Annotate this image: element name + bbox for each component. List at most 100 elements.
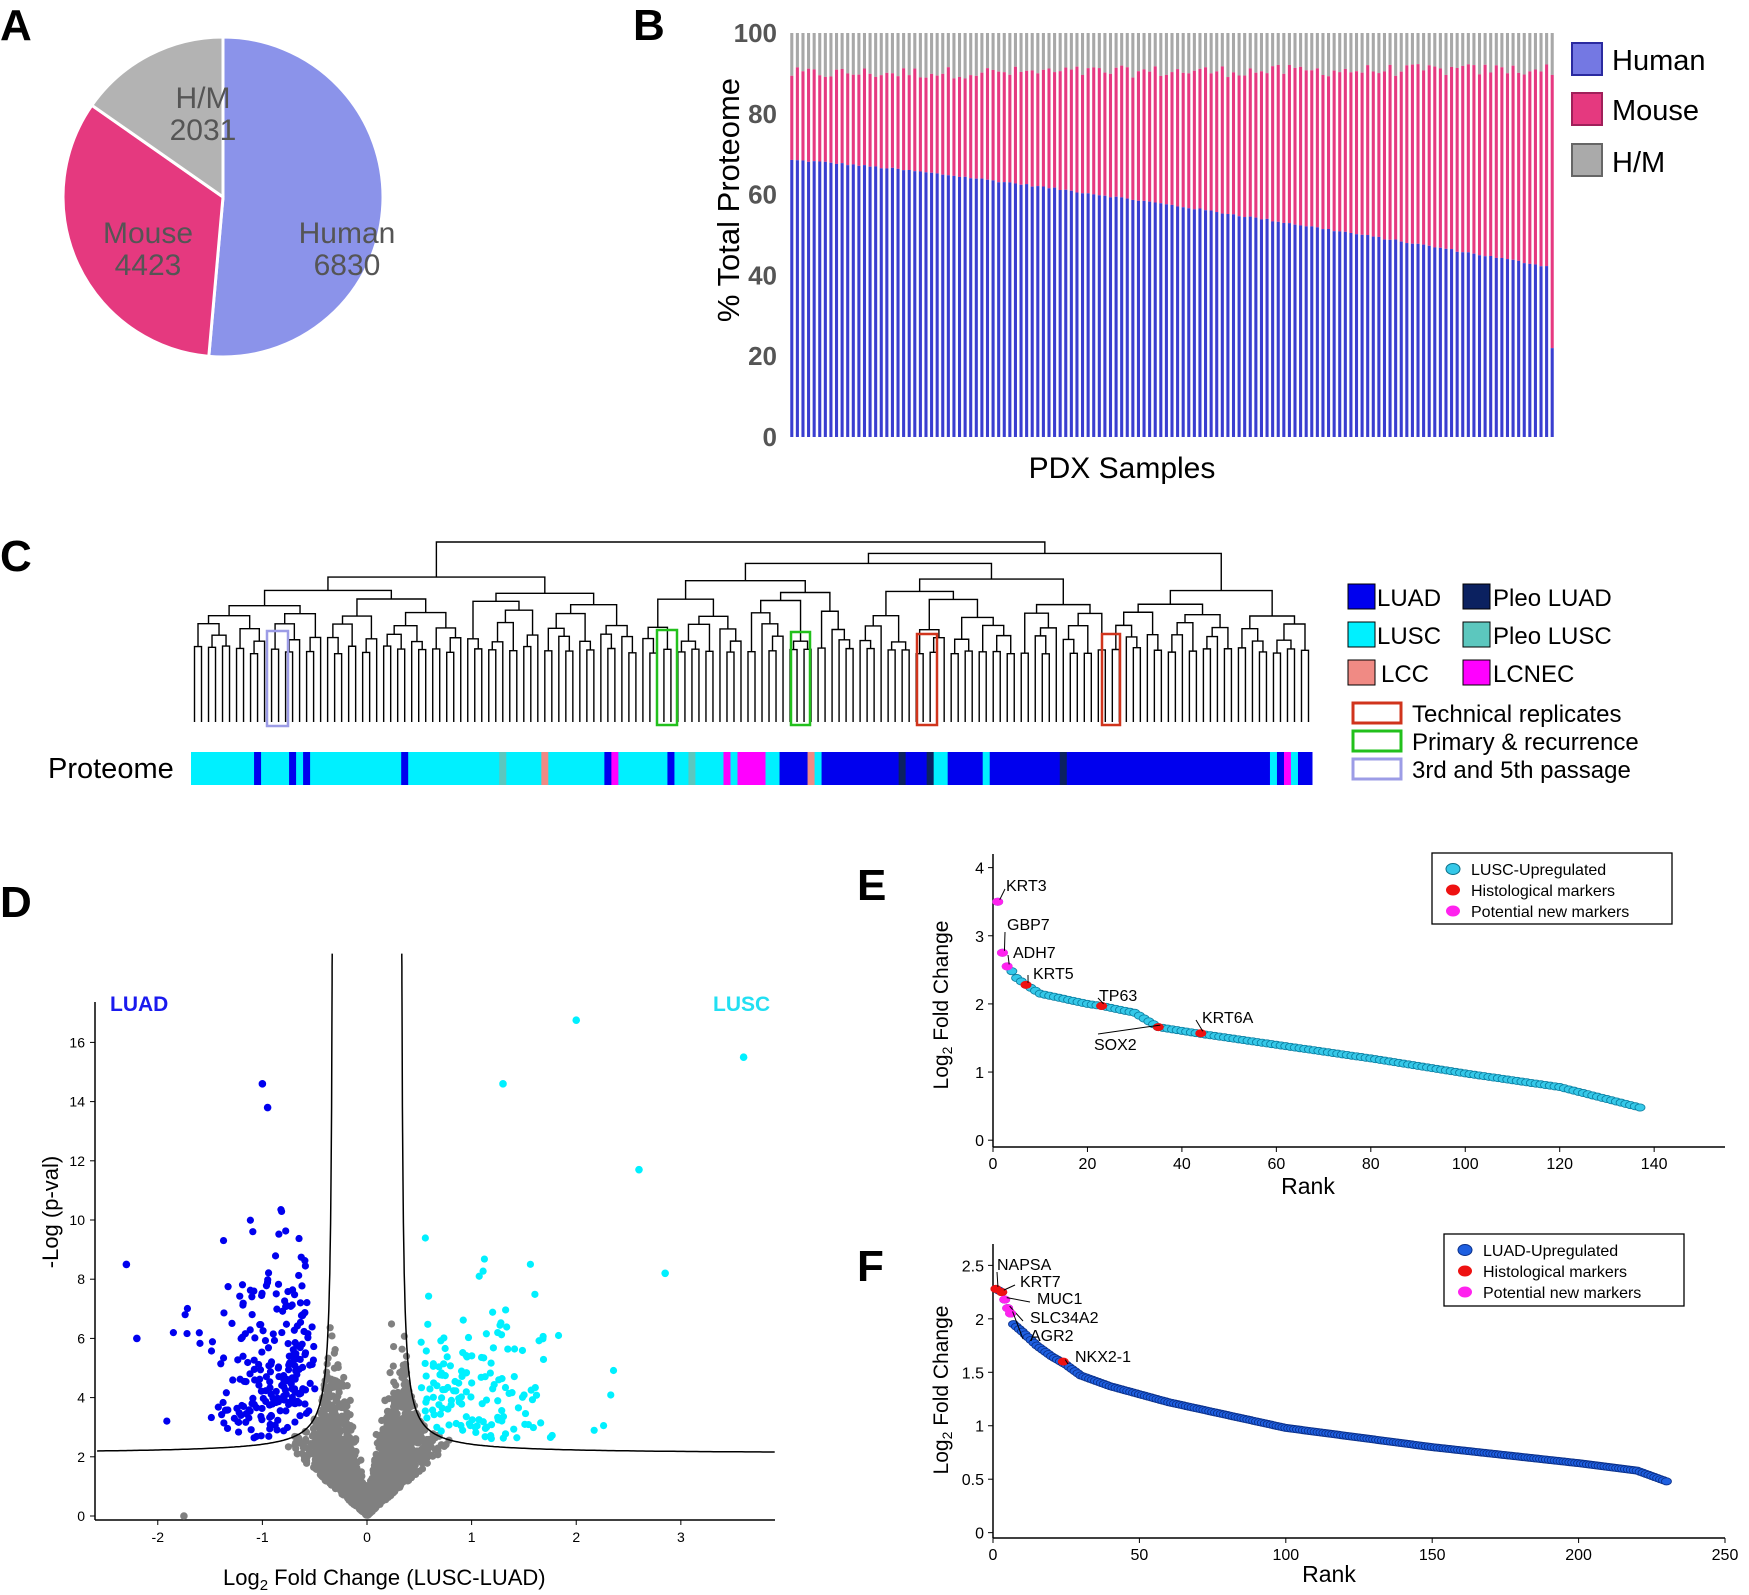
dendrogram-branch <box>547 627 565 651</box>
marker-leader-line <box>1064 1359 1069 1365</box>
bar-hm <box>1103 33 1107 73</box>
dendrogram-branch <box>472 600 520 639</box>
dendrogram-branch <box>1184 613 1221 628</box>
volcano-point-lusc <box>458 1372 466 1381</box>
bar-hm <box>862 33 867 69</box>
volcano-point-luad <box>267 1360 275 1368</box>
volcano-point-luad <box>259 1327 267 1335</box>
x-tick-label: 100 <box>1452 1156 1479 1173</box>
dendrogram-branch <box>932 637 945 722</box>
bar-mouse <box>807 68 811 162</box>
bar-hm <box>1410 33 1414 65</box>
x-tick-label: 250 <box>1712 1547 1739 1564</box>
volcano-point-ns <box>334 1452 342 1460</box>
bar-human <box>834 163 839 437</box>
bar-human <box>1108 197 1113 437</box>
volcano-point-lusc <box>462 1388 470 1396</box>
volcano-point-lusc <box>531 1383 539 1392</box>
f-legend-swatch-hist <box>1458 1265 1472 1277</box>
bar-human <box>1349 233 1353 437</box>
volcano-point-lusc <box>487 1359 495 1367</box>
volcano-point-lusc <box>437 1369 446 1377</box>
marker-label-muc1: MUC1 <box>1037 1291 1082 1308</box>
bar-mouse <box>1053 72 1057 188</box>
bar-mouse <box>1477 74 1482 256</box>
bar-hm <box>1030 33 1034 71</box>
bar-hm <box>1483 33 1487 65</box>
x-tick-label: 200 <box>1565 1547 1592 1564</box>
marker-gbp7 <box>996 948 1008 957</box>
strip-segment-lcnec <box>611 752 619 785</box>
volcano-point-lusc <box>483 1423 491 1431</box>
strip-segment-luad <box>303 752 311 785</box>
dendrogram-branch <box>750 612 771 652</box>
dendrogram-branch <box>305 650 315 722</box>
bar-hm <box>1192 33 1196 71</box>
volcano-point-lusc <box>489 1308 497 1316</box>
volcano-point-lusc <box>518 1393 527 1401</box>
bar-human <box>1136 200 1140 437</box>
volcano-point-lusc <box>464 1333 473 1342</box>
volcano-point-lusc <box>472 1428 480 1437</box>
bar-hm <box>1204 33 1208 68</box>
dendrogram-branch <box>558 635 571 722</box>
volcano-point-ns <box>308 1432 316 1440</box>
strip-segment-lusc <box>618 752 668 785</box>
bar-mouse <box>1382 71 1387 240</box>
bar-hm <box>1108 33 1113 74</box>
bar-mouse <box>1187 73 1191 209</box>
bar-mouse <box>1349 72 1353 234</box>
d-x-axis-label: Log2 Fold Change (LUSC-LUAD) <box>223 1565 546 1594</box>
volcano-point-lusc <box>495 1376 503 1384</box>
bar-hm <box>1433 33 1437 67</box>
bar-human <box>823 161 827 438</box>
bar-mouse <box>946 67 950 176</box>
dendrogram-branch <box>950 653 959 722</box>
volcano-point-luad <box>280 1427 288 1435</box>
x-tick-label: 60 <box>1267 1156 1285 1173</box>
bar-human <box>1545 266 1549 437</box>
volcano-point-luad <box>258 1404 266 1413</box>
bar-mouse <box>991 69 995 181</box>
y-tick-label: 1 <box>975 1065 984 1082</box>
legend-swatch-lcnec <box>1462 659 1491 686</box>
volcano-point-luad <box>195 1329 203 1337</box>
volcano-point-luad <box>297 1311 306 1320</box>
bar-hm <box>1332 33 1336 71</box>
volcano-point-ns <box>340 1461 348 1469</box>
volcano-point-lusc <box>462 1413 470 1421</box>
volcano-point-luad <box>242 1418 250 1426</box>
dendrogram-branch <box>680 640 697 652</box>
bar-hm <box>1416 33 1420 65</box>
volcano-point-lusc <box>482 1396 491 1404</box>
y-tick-label: 0 <box>975 1133 984 1150</box>
volcano-point-luad <box>287 1302 295 1310</box>
dendrogram-branch <box>928 598 979 630</box>
bar-human <box>1092 194 1096 437</box>
bar-human <box>1181 207 1185 437</box>
marker-agr2 <box>1005 1309 1017 1318</box>
proteome-row-label: Proteome <box>48 753 174 785</box>
e-legend-swatch-new <box>1446 905 1460 917</box>
bar-hm <box>930 33 934 74</box>
f-y-axis-label: Log2 Fold Change <box>930 1306 955 1475</box>
pie-slices <box>61 35 385 359</box>
bar-human <box>1097 195 1101 437</box>
volcano-point-ns <box>330 1383 338 1391</box>
volcano-point-lusc <box>494 1397 502 1405</box>
volcano-point-lusc <box>441 1344 449 1353</box>
volcano-point-luad <box>257 1321 265 1329</box>
strip-segment-pleo-luad <box>926 752 935 785</box>
legend-label-lcc: LCC <box>1381 661 1429 688</box>
volcano-point-lusc <box>425 1292 433 1300</box>
d-points <box>122 1016 748 1520</box>
bar-mouse <box>1545 64 1549 267</box>
marker-leader-line <box>1097 997 1104 1005</box>
volcano-point-ns <box>390 1411 398 1420</box>
bar-hm <box>1489 33 1493 73</box>
marker-adh7 <box>1001 962 1013 971</box>
strip-segment-luad <box>947 752 984 785</box>
volcano-point-ns <box>355 1475 363 1484</box>
volcano-point-luad <box>256 1366 265 1374</box>
bar-hm <box>1176 33 1180 70</box>
